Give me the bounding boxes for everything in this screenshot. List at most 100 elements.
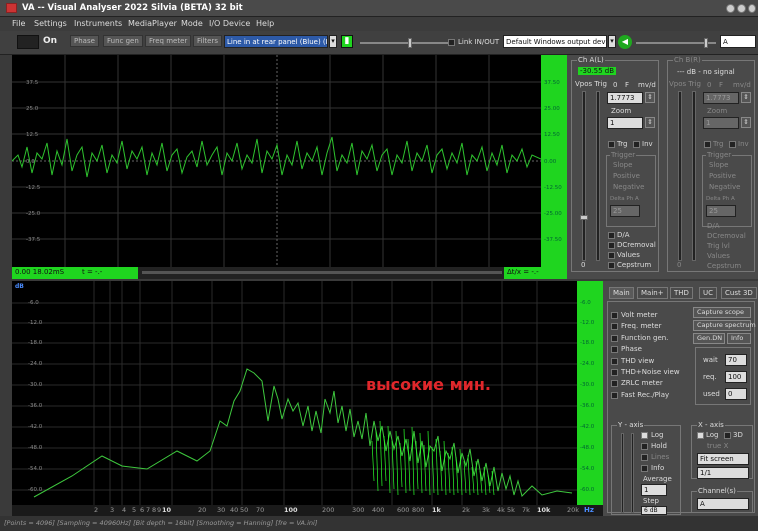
tab-main-plus[interactable]: Main+ — [637, 287, 668, 299]
filters-button[interactable]: Filters — [193, 35, 222, 47]
input-volume-knob[interactable] — [408, 38, 412, 48]
step-select[interactable]: 6 dB — [641, 506, 667, 515]
instrument-checkbox[interactable] — [611, 346, 618, 354]
menu-mode[interactable]: Mode — [181, 19, 203, 28]
channel-b-trigger-label: Trigger — [706, 151, 733, 159]
channel-a-vpos-knob[interactable] — [580, 215, 588, 220]
spectrum-right-scale: -6.0 -12.0 -18.0 -24.0 -30.0 -36.0 -42.0… — [577, 281, 603, 505]
instrument-checkbox[interactable] — [611, 323, 618, 331]
channel-b-cepstrum-label: Cepstrum — [707, 262, 742, 270]
channel-b-trg-checkbox[interactable] — [704, 141, 711, 148]
channel-a-zoom-input[interactable]: 1 — [607, 117, 643, 129]
channel-b-delta-input[interactable]: 25 — [706, 205, 736, 217]
channel-a-scale-spin[interactable]: ⇕ — [645, 92, 655, 103]
fit-screen-select[interactable]: Fit screen — [697, 453, 749, 465]
x-log-checkbox[interactable] — [697, 432, 704, 439]
spectrum-x-tick: 5k — [507, 506, 515, 514]
instrument-checkbox[interactable] — [611, 357, 618, 365]
channel-b-scale-input[interactable]: 1.7773 — [703, 92, 739, 104]
scope-scrollbar[interactable] — [142, 271, 502, 274]
menu-file[interactable]: File — [12, 19, 26, 28]
channel-a-delta-input[interactable]: 25 — [610, 205, 640, 217]
capture-spectrum-button[interactable]: Capture spectrum — [693, 320, 756, 331]
info-checkbox[interactable] — [641, 465, 648, 472]
instrument-checkbox[interactable] — [611, 380, 618, 388]
spectrum-display[interactable]: dB -6.0 -12.0 -18.0 -24.0 -30.0 -36.0 -4… — [12, 281, 577, 505]
scope-right-label: 12.50 — [544, 132, 560, 138]
menu-mediaplayer[interactable]: MediaPlayer — [128, 19, 177, 28]
channel-a-da-checkbox[interactable] — [608, 232, 615, 239]
y-log-checkbox[interactable] — [641, 432, 648, 439]
channel-a-vpos-slider[interactable] — [582, 91, 586, 261]
channel-select[interactable]: A — [720, 35, 756, 48]
channel-a-trg-checkbox[interactable] — [608, 141, 615, 148]
capture-scope-button[interactable]: Capture scope — [693, 307, 751, 318]
channel-b-positive-radio[interactable]: Positive — [709, 172, 736, 180]
hold-checkbox[interactable] — [641, 443, 648, 450]
channel-b-negative-radio[interactable]: Negative — [709, 183, 741, 191]
output-device-select[interactable]: Default Windows output devic — [503, 35, 607, 48]
link-in-out-checkbox[interactable] — [448, 39, 455, 46]
channel-a-zoom-spin[interactable]: ⇕ — [645, 117, 655, 128]
info-button[interactable]: Info — [727, 333, 751, 344]
y-axis-slider-2[interactable] — [631, 433, 634, 513]
instrument-checkbox[interactable] — [611, 312, 618, 319]
zoom-ratio-select[interactable]: 1/1 — [697, 467, 749, 479]
channel-a-vpos-trig-label: Vpos Trig — [575, 80, 607, 88]
on-toggle-switch[interactable] — [17, 35, 39, 49]
instrument-checkbox[interactable] — [611, 391, 618, 399]
freq-meter-button[interactable]: Freq meter — [145, 35, 192, 47]
average-input[interactable]: 1 — [641, 484, 667, 496]
menu-help[interactable]: Help — [256, 19, 275, 28]
channel-a-values-checkbox[interactable] — [608, 252, 615, 259]
channel-a-dcremoval-checkbox[interactable] — [608, 242, 615, 249]
channel-a-inv-checkbox[interactable] — [633, 141, 640, 148]
buffer-group — [695, 347, 751, 405]
instrument-label: Phase — [621, 345, 642, 354]
menu-io-device[interactable]: I/O Device — [209, 19, 251, 28]
channel-b-inv-checkbox[interactable] — [729, 141, 736, 148]
tab-main[interactable]: Main — [609, 287, 634, 299]
gen-dn-button[interactable]: Gen.DN — [693, 333, 725, 344]
output-volume-knob[interactable] — [704, 38, 708, 48]
tab-thd[interactable]: THD — [670, 287, 693, 299]
tab-uc[interactable]: UC — [699, 287, 718, 299]
instrument-checkbox[interactable] — [611, 369, 618, 376]
channel-a-scale-input[interactable]: 1.7773 — [607, 92, 643, 104]
output-volume-slider[interactable] — [636, 42, 716, 44]
oscilloscope-display[interactable]: 37.5 25.0 12.5 0.0 -12.5 -25.0 -37.5 — [12, 55, 541, 267]
close-button[interactable] — [748, 4, 756, 13]
speaker-icon[interactable]: ◀ — [618, 35, 632, 49]
lines-checkbox[interactable] — [641, 454, 648, 461]
channel-a-cepstrum-checkbox[interactable] — [608, 262, 615, 269]
spectrum-x-tick: 7k — [522, 506, 530, 514]
spectrum-grid — [12, 281, 577, 505]
input-mixer-icon[interactable]: ▮ — [341, 35, 353, 48]
scope-time-range: 0.00 18.02mS — [15, 268, 65, 276]
instrument-label: Function gen. — [621, 333, 669, 342]
y-axis-slider[interactable] — [621, 433, 624, 513]
channel-b-zoom-spin[interactable]: ⇕ — [741, 117, 751, 128]
channel-select-a[interactable]: A — [697, 498, 749, 510]
x-3d-checkbox[interactable] — [724, 432, 731, 439]
input-dropdown-arrow[interactable]: ▾ — [329, 35, 337, 48]
channel-a-trig-slider[interactable] — [596, 91, 600, 261]
minimize-button[interactable] — [726, 4, 735, 13]
channel-b-scale-spin[interactable]: ⇕ — [741, 92, 751, 103]
instrument-checkbox[interactable] — [611, 334, 618, 342]
menu-settings[interactable]: Settings — [34, 19, 67, 28]
channel-a-negative-radio[interactable]: Negative — [613, 183, 645, 191]
channel-b-zoom-input[interactable]: 1 — [703, 117, 739, 129]
menu-instruments[interactable]: Instruments — [74, 19, 123, 28]
input-device-select[interactable]: Line in at rear panel (Blue) (R — [224, 35, 328, 48]
channel-b-trig-slider[interactable] — [692, 91, 696, 261]
channel-a-positive-radio[interactable]: Positive — [613, 172, 640, 180]
func-gen-button[interactable]: Func gen — [103, 35, 143, 47]
maximize-button[interactable] — [737, 4, 746, 13]
input-volume-slider[interactable] — [360, 42, 450, 44]
spectrum-right-label: -30.0 — [580, 382, 595, 388]
output-dropdown-arrow[interactable]: ▾ — [608, 35, 616, 48]
phase-button[interactable]: Phase — [70, 35, 99, 47]
channel-b-vpos-slider[interactable] — [678, 91, 682, 261]
tab-cust-3d[interactable]: Cust 3D — [721, 287, 757, 299]
